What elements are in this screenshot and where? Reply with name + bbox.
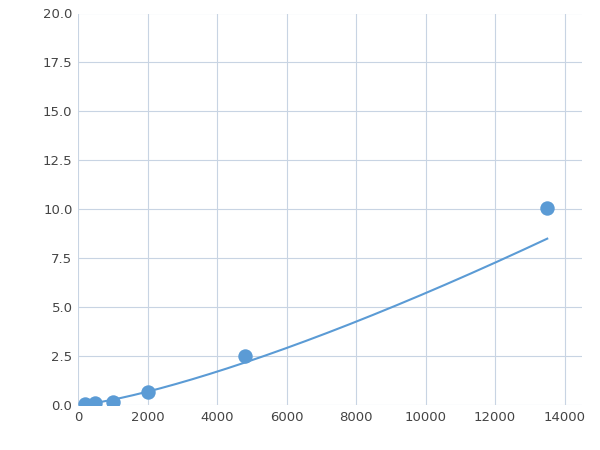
Point (91, 400, 100, 407)
Point (143, 389, 152, 396)
Point (542, 205, 552, 212)
Point (240, 352, 250, 360)
Point (108, 398, 118, 405)
Point (80, 400, 90, 408)
